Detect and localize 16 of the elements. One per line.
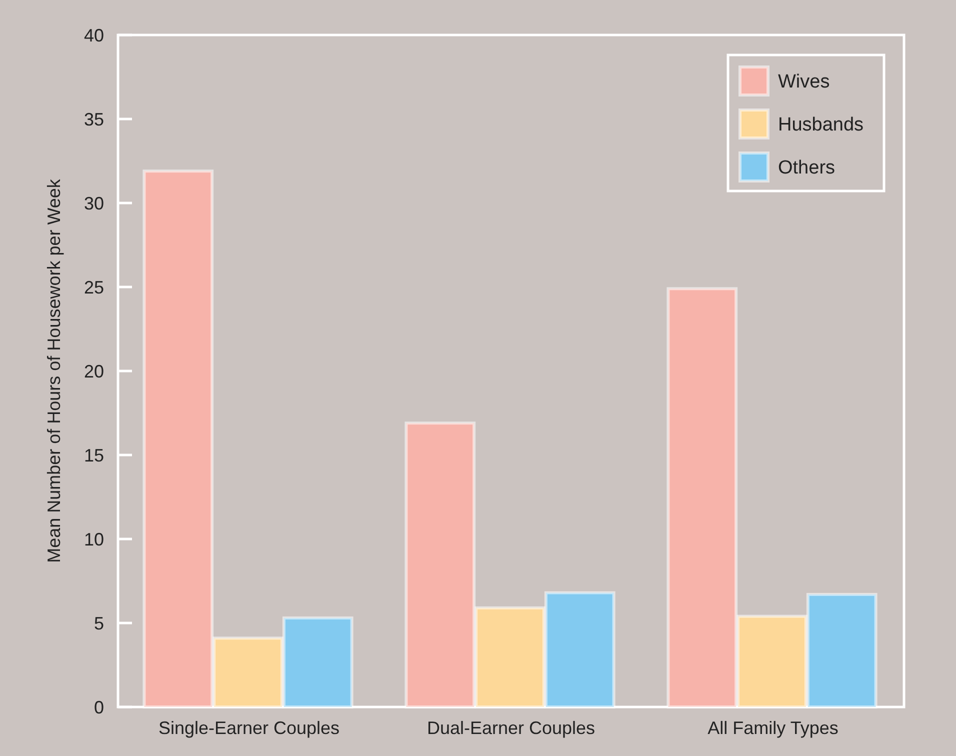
y-tick-label: 25 xyxy=(84,277,104,298)
y-tick-label: 35 xyxy=(84,109,104,130)
x-tick-label: Single-Earner Couples xyxy=(158,718,340,738)
y-tick-label: 15 xyxy=(84,445,104,466)
x-tick-label: Dual-Earner Couples xyxy=(426,718,596,738)
y-tick-label: 5 xyxy=(94,613,104,634)
legend-label: Wives xyxy=(778,72,830,93)
y-tick-label: 40 xyxy=(84,25,104,46)
y-axis-title: Mean Number of Hours of Housework per Week xyxy=(44,178,64,563)
y-tick-label: 0 xyxy=(94,697,104,718)
legend-label: Others xyxy=(778,158,836,179)
x-tick-label: All Family Types xyxy=(708,718,838,738)
legend-label: Husbands xyxy=(778,114,864,136)
y-tick-label: 30 xyxy=(84,193,104,214)
y-tick-label: 10 xyxy=(84,529,104,550)
y-tick-label: 20 xyxy=(84,361,104,382)
